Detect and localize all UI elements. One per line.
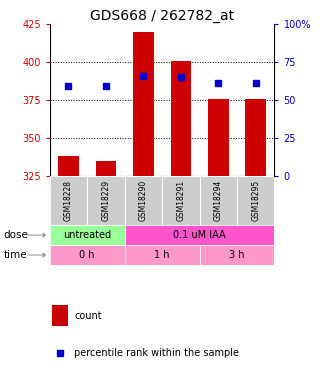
Bar — [50, 245, 125, 265]
Bar — [50, 176, 87, 225]
Text: GSM18228: GSM18228 — [64, 180, 73, 221]
Bar — [200, 176, 237, 225]
Bar — [200, 245, 274, 265]
Bar — [133, 32, 154, 176]
Bar — [237, 176, 274, 225]
Bar — [96, 160, 116, 176]
Text: dose: dose — [3, 230, 28, 240]
Text: GSM18295: GSM18295 — [251, 180, 260, 221]
Text: GSM18294: GSM18294 — [214, 180, 223, 221]
Text: percentile rank within the sample: percentile rank within the sample — [74, 348, 239, 357]
Text: GSM18291: GSM18291 — [176, 180, 185, 221]
Text: 1 h: 1 h — [154, 250, 170, 260]
Title: GDS668 / 262782_at: GDS668 / 262782_at — [90, 9, 234, 23]
Text: count: count — [74, 311, 102, 321]
Bar — [125, 176, 162, 225]
Text: time: time — [3, 250, 27, 260]
Bar — [58, 156, 79, 176]
Bar — [87, 176, 125, 225]
Bar — [125, 245, 200, 265]
Text: GSM18290: GSM18290 — [139, 180, 148, 221]
Text: 0 h: 0 h — [80, 250, 95, 260]
Text: 0.1 uM IAA: 0.1 uM IAA — [173, 230, 226, 240]
Bar — [52, 305, 68, 326]
Bar — [246, 99, 266, 176]
Text: GSM18229: GSM18229 — [101, 180, 110, 221]
Bar — [162, 176, 200, 225]
Bar — [50, 225, 125, 245]
Bar — [125, 225, 274, 245]
Text: untreated: untreated — [63, 230, 111, 240]
Bar — [208, 99, 229, 176]
Text: 3 h: 3 h — [229, 250, 245, 260]
Bar — [170, 61, 191, 176]
